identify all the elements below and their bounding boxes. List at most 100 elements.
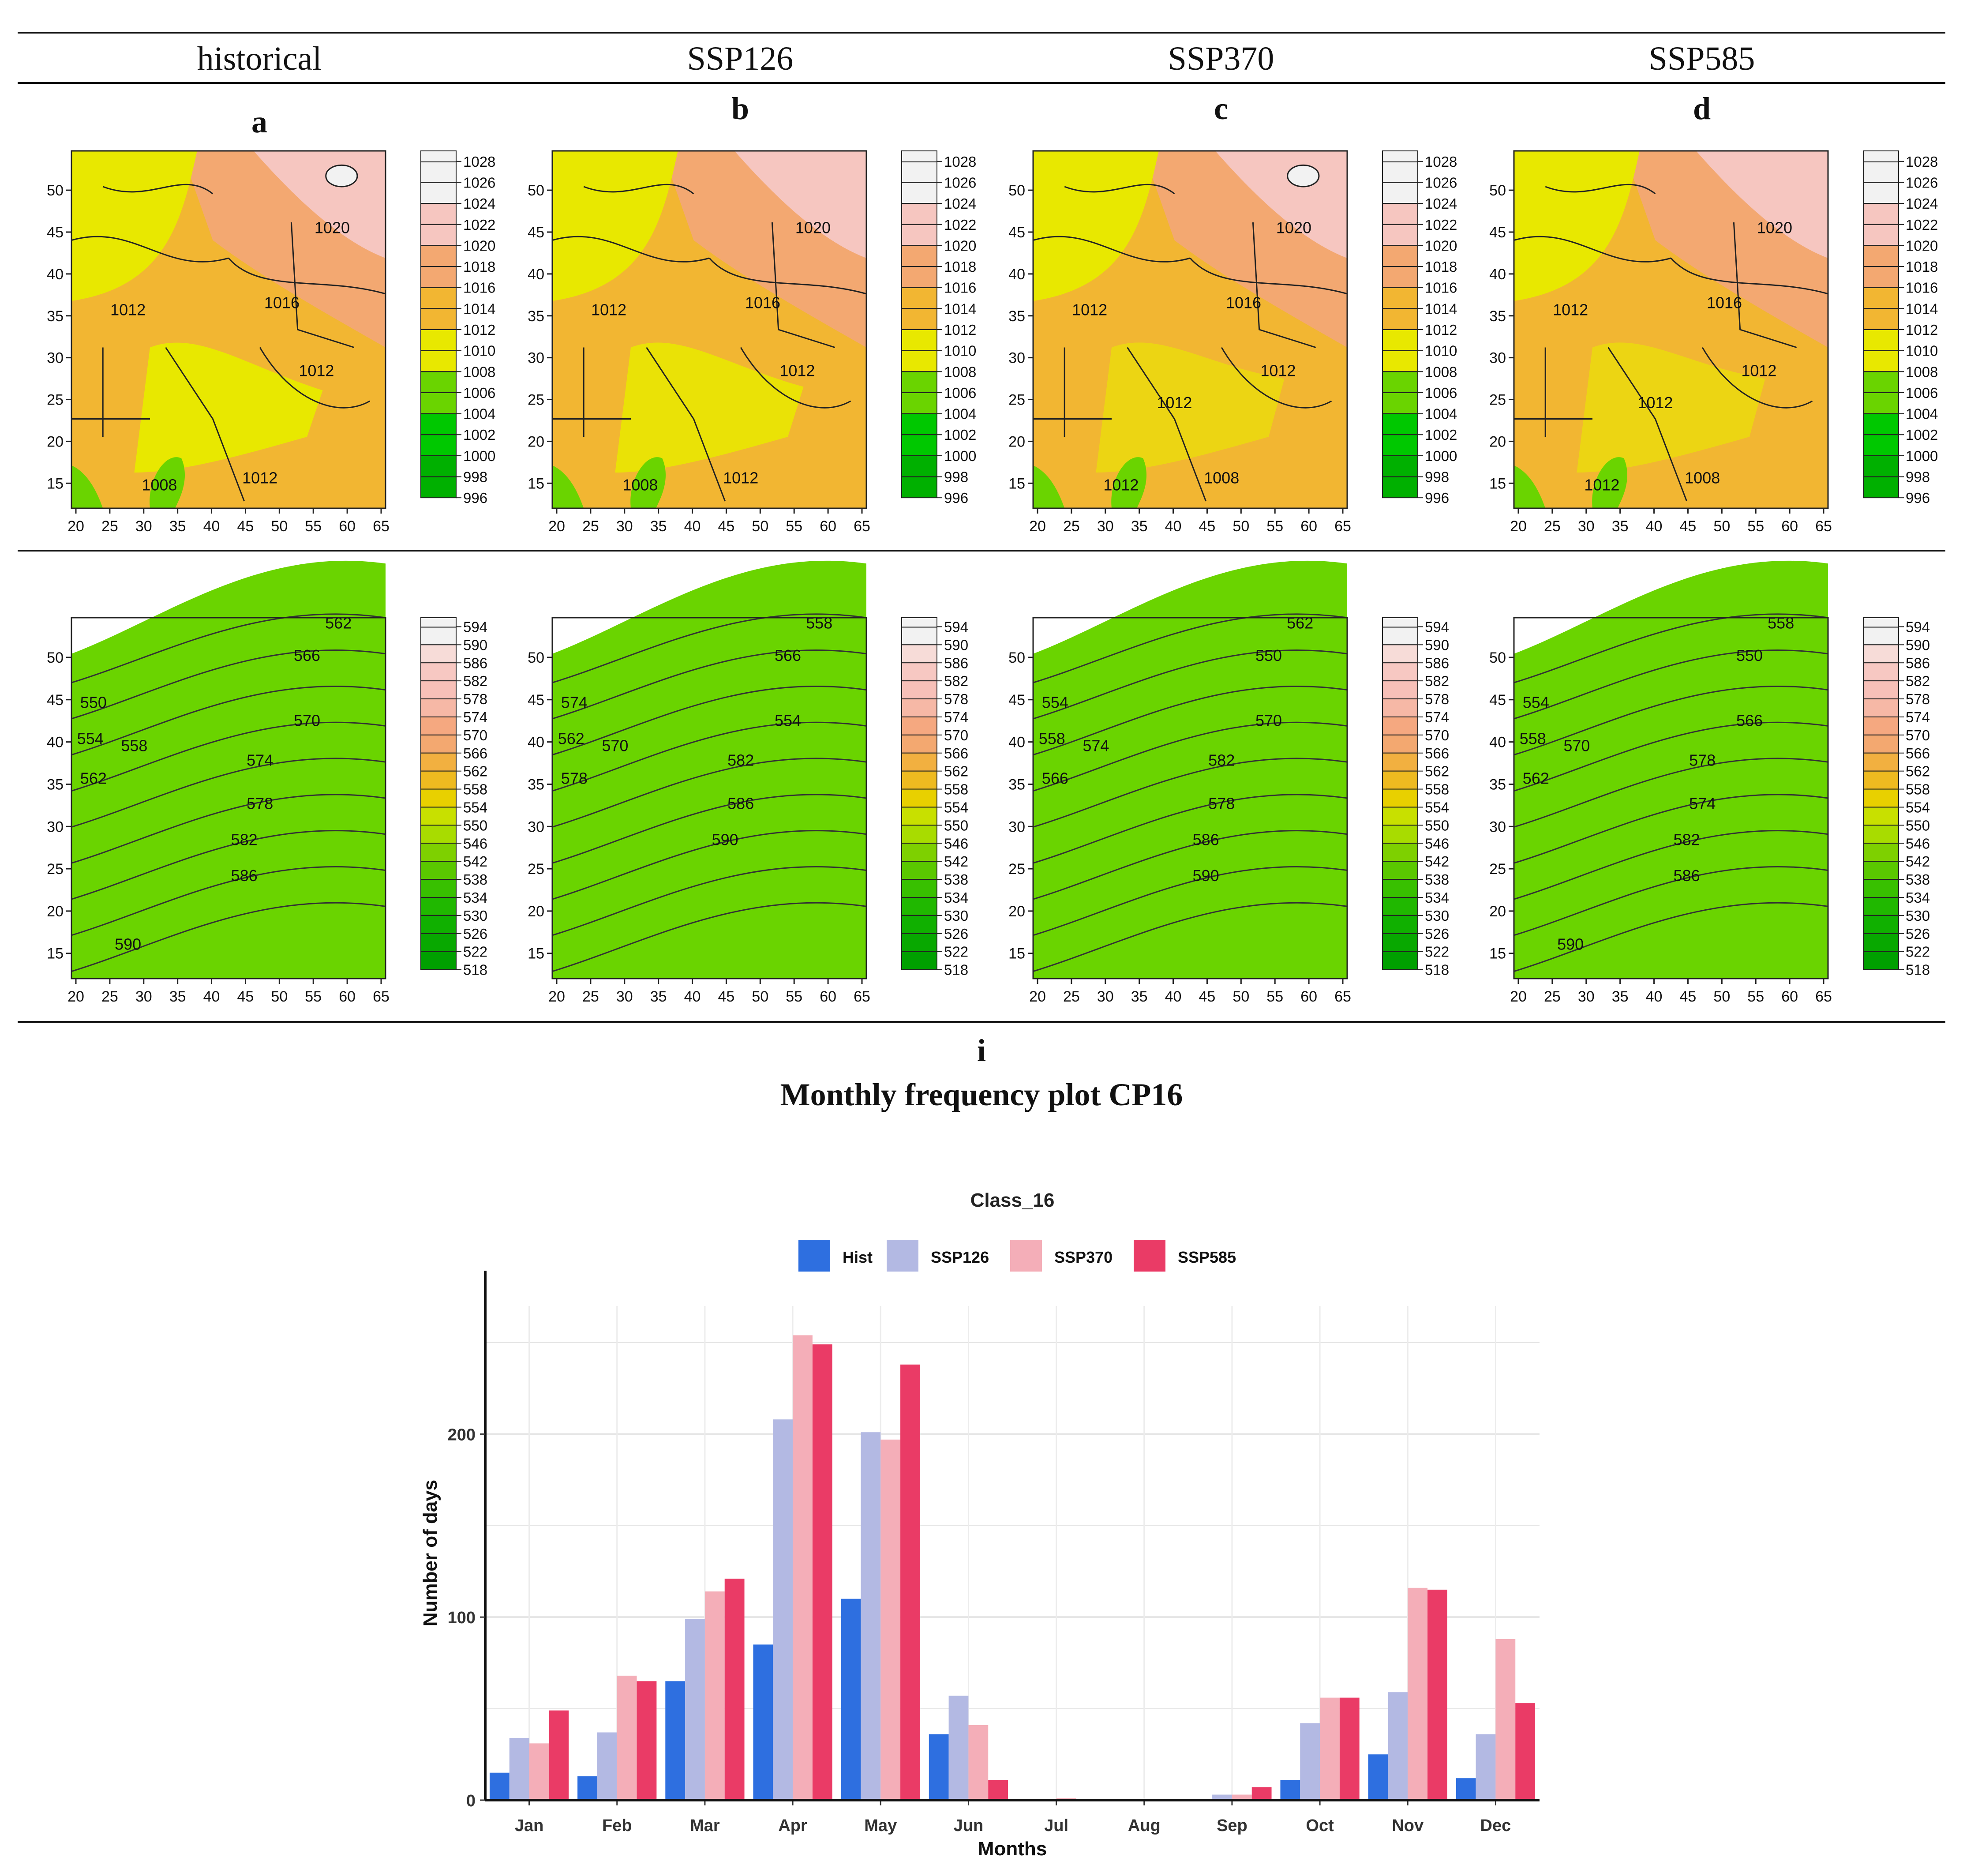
colorbar-segment	[1863, 716, 1899, 735]
colorbar-segment	[901, 224, 937, 246]
colorbar-segment	[420, 161, 457, 183]
colorbar-label: 582	[1425, 673, 1449, 689]
x-tick-label: 45	[237, 988, 254, 1005]
bar-apr-ssp126	[773, 1419, 793, 1800]
y-tick-label: 50	[528, 649, 544, 666]
gph-band	[1033, 560, 1347, 979]
colorbar-label: 530	[1425, 908, 1449, 924]
colorbar-label: 1028	[1425, 154, 1457, 170]
x-tick-label: 60	[1781, 988, 1798, 1005]
colorbar-label: 1024	[463, 195, 495, 212]
colorbar-label: 1016	[944, 280, 976, 296]
colorbar-segment	[1863, 413, 1899, 435]
colorbar-label: 586	[1906, 655, 1930, 671]
gph-contour	[552, 613, 867, 683]
colorbar-label: 1012	[944, 322, 976, 338]
colorbar-top	[420, 150, 457, 162]
x-tick-label: 45	[718, 988, 735, 1005]
x-tick-label: 60	[339, 988, 356, 1005]
x-tick-label: 50	[1232, 518, 1249, 535]
contour-label: 578	[561, 769, 588, 787]
contour-label: 550	[1255, 646, 1282, 664]
colorbar-segment	[901, 308, 937, 330]
x-tick-label: 50	[1713, 988, 1730, 1005]
colorbar-label: 518	[463, 962, 487, 978]
x-tick-label: 40	[1165, 518, 1182, 535]
y-tick-label: 40	[47, 734, 64, 751]
bar-nov-ssp585	[1427, 1589, 1447, 1800]
colorbar-segment	[901, 434, 937, 456]
y-tick-label: 35	[528, 776, 544, 793]
colorbar-label: 566	[944, 745, 968, 762]
x-tick-label: 50	[1232, 988, 1249, 1005]
y-tick-label: 35	[1489, 308, 1506, 325]
gph-contour	[1033, 649, 1348, 720]
map-region-1024	[1287, 164, 1320, 188]
contour-label: 586	[1674, 867, 1700, 885]
legend-label-hist: Hist	[843, 1248, 873, 1266]
colorbar-segment	[420, 662, 457, 682]
x-tick-label: 55	[1266, 518, 1283, 535]
colorbar-label: 1020	[463, 237, 495, 254]
map-panel-0-3: 1020 1012 1016 1012 1012 1008 1012 20 25 30 35 40 45…	[1489, 150, 1938, 535]
contour-label: 582	[1208, 751, 1235, 769]
contour-label: 590	[712, 830, 738, 848]
colorbar-segment	[901, 161, 937, 183]
colorbar-label: 1018	[1425, 259, 1457, 275]
y-tick-label: 50	[528, 182, 544, 199]
y-tick-label: 30	[47, 818, 64, 835]
colorbar-segment	[420, 350, 457, 372]
x-tick-label: 40	[203, 518, 220, 535]
x-tick-label: 55	[786, 518, 802, 535]
gph-contour	[1033, 866, 1348, 936]
x-tick-label: 20	[67, 518, 84, 535]
colorbar-label: 1022	[944, 217, 976, 233]
colorbar-label: 586	[463, 655, 487, 671]
gph-contour	[71, 902, 386, 972]
contour-label: 562	[1523, 769, 1549, 787]
colorbar-label: 562	[463, 763, 487, 780]
map-line	[1252, 222, 1316, 348]
bar-jun-ssp585	[988, 1780, 1008, 1800]
y-tick-label: 45	[1008, 692, 1025, 709]
contour-label: 586	[231, 867, 258, 885]
colorbar-label: 1006	[463, 385, 495, 401]
x-tick-label: 45	[1680, 988, 1697, 1005]
bar-nov-ssp126	[1388, 1692, 1408, 1800]
gph-contour	[71, 721, 386, 792]
colorbar-top	[901, 150, 937, 162]
map-line	[1733, 222, 1797, 348]
x-tick-label: 30	[135, 518, 152, 535]
colorbar-label: 590	[1425, 637, 1449, 653]
colorbar-label: 1002	[1906, 427, 1938, 443]
colorbar-segment	[1382, 951, 1418, 970]
colorbar-label: 1028	[463, 154, 495, 170]
y-tick-label: 20	[528, 903, 544, 920]
colorbar-label: 1012	[1906, 322, 1938, 338]
x-tick-label: 20	[1029, 988, 1046, 1005]
contour-label: 1008	[1685, 469, 1720, 487]
colorbar-segment	[1382, 698, 1418, 717]
colorbar-segment	[420, 680, 457, 700]
chart-heading: Monthly frequency plot CP16	[780, 1077, 1183, 1112]
bar-dec-ssp370	[1495, 1639, 1516, 1800]
contour-label: 1020	[1757, 218, 1792, 236]
colorbar-label: 1006	[1906, 385, 1938, 401]
contour-label: 1012	[1637, 394, 1673, 412]
y-tick-label: 20	[1008, 903, 1025, 920]
map-line	[102, 184, 214, 195]
x-tick-label: 30	[616, 518, 633, 535]
colorbar-segment	[901, 392, 937, 414]
x-tick-label: 40	[203, 988, 220, 1005]
colorbar-segment	[420, 413, 457, 435]
y-tick-label: 30	[1008, 350, 1025, 367]
y-tick-label: 50	[1008, 649, 1025, 666]
colorbar-segment	[1382, 770, 1418, 790]
x-tick-label: 55	[1266, 988, 1283, 1005]
bar-may-hist	[841, 1598, 861, 1800]
x-tick-label: 20	[1510, 988, 1527, 1005]
bar-jun-hist	[929, 1734, 949, 1800]
x-tick-label: 20	[548, 518, 565, 535]
gph-contour	[1033, 794, 1348, 864]
bar-feb-ssp126	[597, 1732, 617, 1800]
